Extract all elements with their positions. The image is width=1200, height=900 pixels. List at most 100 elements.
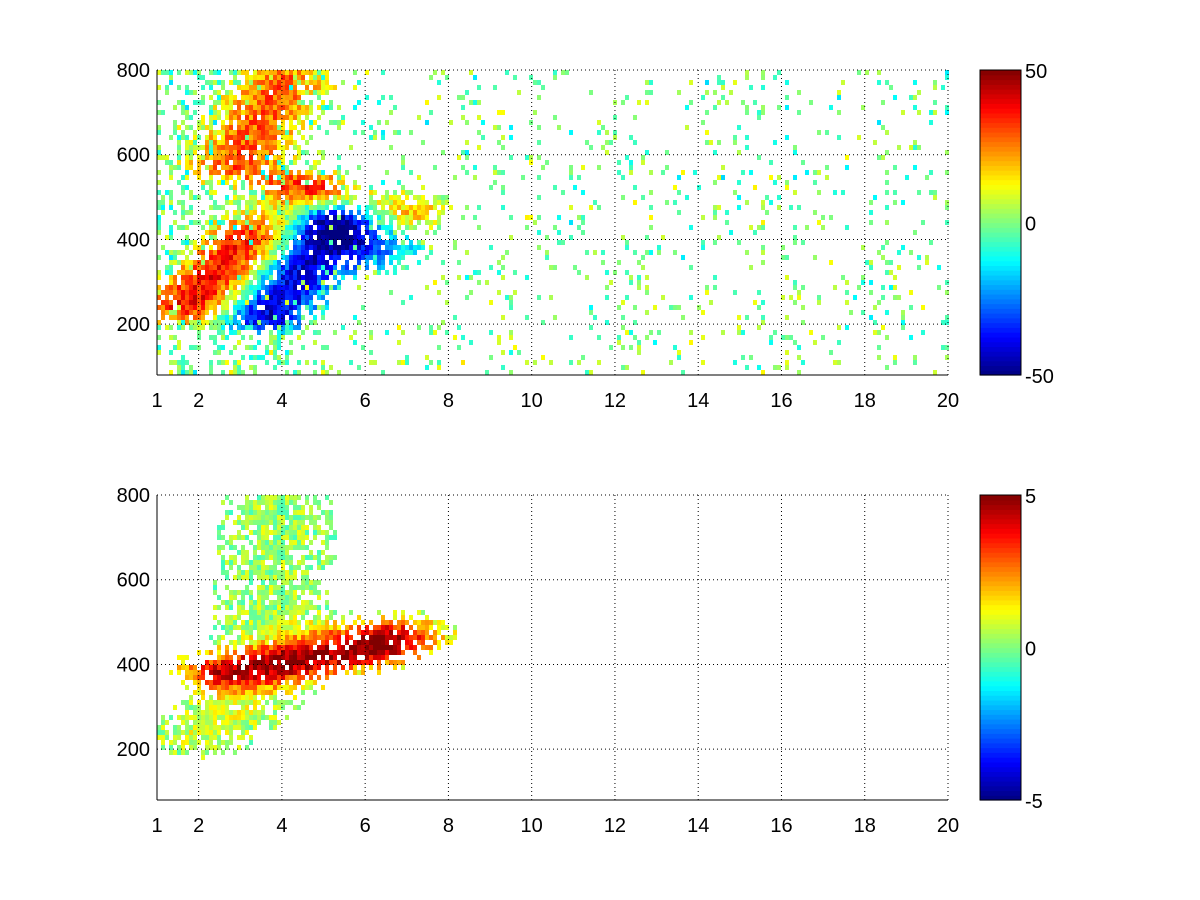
heatmap-cell xyxy=(301,520,305,525)
heatmap-cell xyxy=(181,185,185,190)
heatmap-cell xyxy=(933,195,937,200)
heatmap-cell xyxy=(269,80,273,85)
heatmap-cell xyxy=(477,145,481,150)
heatmap-cell xyxy=(393,255,397,260)
heatmap-cell xyxy=(253,310,257,315)
heatmap-cell xyxy=(885,335,889,340)
heatmap-cell xyxy=(465,295,469,300)
colorbar-step xyxy=(980,495,1021,501)
heatmap-cell xyxy=(361,305,365,310)
heatmap-cell xyxy=(209,285,213,290)
heatmap-cell xyxy=(369,225,373,230)
heatmap-cell xyxy=(417,610,421,615)
heatmap-cell xyxy=(765,195,769,200)
heatmap-cell xyxy=(265,155,269,160)
heatmap-cell xyxy=(337,660,341,665)
heatmap-cell xyxy=(201,665,205,670)
heatmap-cell xyxy=(397,360,401,365)
heatmap-cell xyxy=(381,615,385,620)
heatmap-cell xyxy=(369,330,373,335)
heatmap-cell xyxy=(289,625,293,630)
heatmap-cell xyxy=(761,70,765,75)
heatmap-cell xyxy=(401,625,405,630)
heatmap-cell xyxy=(269,95,273,100)
heatmap-cell xyxy=(933,190,937,195)
heatmap-cell xyxy=(257,690,261,695)
heatmap-cell xyxy=(717,205,721,210)
heatmap-cell xyxy=(273,280,277,285)
heatmap-cell xyxy=(281,85,285,90)
heatmap-cell xyxy=(385,645,389,650)
heatmap-cell xyxy=(737,125,741,130)
heatmap-cell xyxy=(189,325,193,330)
heatmap-cell xyxy=(217,655,221,660)
heatmap-cell xyxy=(673,200,677,205)
heatmap-cell xyxy=(633,140,637,145)
heatmap-cell xyxy=(409,130,413,135)
heatmap-cell xyxy=(345,215,349,220)
heatmap-cell xyxy=(297,515,301,520)
heatmap-cell xyxy=(313,670,317,675)
heatmap-cell xyxy=(393,640,397,645)
heatmap-cell xyxy=(181,265,185,270)
heatmap-cell xyxy=(325,235,329,240)
heatmap-cell xyxy=(305,640,309,645)
heatmap-cell xyxy=(365,275,369,280)
heatmap-cell xyxy=(249,600,253,605)
heatmap-cell xyxy=(313,495,317,500)
heatmap-cell xyxy=(197,135,201,140)
heatmap-cell xyxy=(249,110,253,115)
heatmap-cell xyxy=(225,540,229,545)
heatmap-cell xyxy=(329,175,333,180)
heatmap-cell xyxy=(169,305,173,310)
heatmap-cell xyxy=(881,255,885,260)
heatmap-cell xyxy=(773,365,777,370)
heatmap-cell xyxy=(157,100,161,105)
heatmap-cell xyxy=(713,150,717,155)
heatmap-cell xyxy=(273,665,277,670)
heatmap-cell xyxy=(369,635,373,640)
heatmap-cell xyxy=(277,360,281,365)
heatmap-cell xyxy=(269,690,273,695)
heatmap-cell xyxy=(685,195,689,200)
heatmap-cell xyxy=(277,245,281,250)
heatmap-cell xyxy=(309,275,313,280)
heatmap-cell xyxy=(553,265,557,270)
heatmap-cell xyxy=(377,120,381,125)
heatmap-cell xyxy=(333,265,337,270)
heatmap-cell xyxy=(277,170,281,175)
heatmap-cell xyxy=(285,135,289,140)
heatmap-cell xyxy=(209,665,213,670)
heatmap-cell xyxy=(213,170,217,175)
heatmap-cell xyxy=(313,255,317,260)
heatmap-cell xyxy=(277,355,281,360)
heatmap-cell xyxy=(293,290,297,295)
heatmap-cell xyxy=(265,70,269,75)
heatmap-cell xyxy=(241,655,245,660)
heatmap-cell xyxy=(573,265,577,270)
heatmap-cell xyxy=(257,160,261,165)
heatmap-cell xyxy=(353,665,357,670)
heatmap-cell xyxy=(281,605,285,610)
heatmap-cell xyxy=(337,250,341,255)
heatmap-cell xyxy=(349,360,353,365)
heatmap-cell xyxy=(309,540,313,545)
heatmap-cell xyxy=(277,115,281,120)
heatmap-cell xyxy=(309,205,313,210)
heatmap-cell xyxy=(489,300,493,305)
heatmap-cell xyxy=(293,305,297,310)
heatmap-cell xyxy=(797,355,801,360)
heatmap-cell xyxy=(177,715,181,720)
heatmap-cell xyxy=(325,510,329,515)
heatmap-cell xyxy=(213,130,217,135)
heatmap-cell xyxy=(269,150,273,155)
heatmap-cell xyxy=(425,615,429,620)
heatmap-cell xyxy=(425,645,429,650)
colorbar-step xyxy=(980,160,1021,166)
heatmap-cell xyxy=(237,685,241,690)
heatmap-cell xyxy=(157,110,161,115)
heatmap-cell xyxy=(785,185,789,190)
heatmap-cell xyxy=(465,170,469,175)
heatmap-cell xyxy=(289,645,293,650)
heatmap-cell xyxy=(477,205,481,210)
